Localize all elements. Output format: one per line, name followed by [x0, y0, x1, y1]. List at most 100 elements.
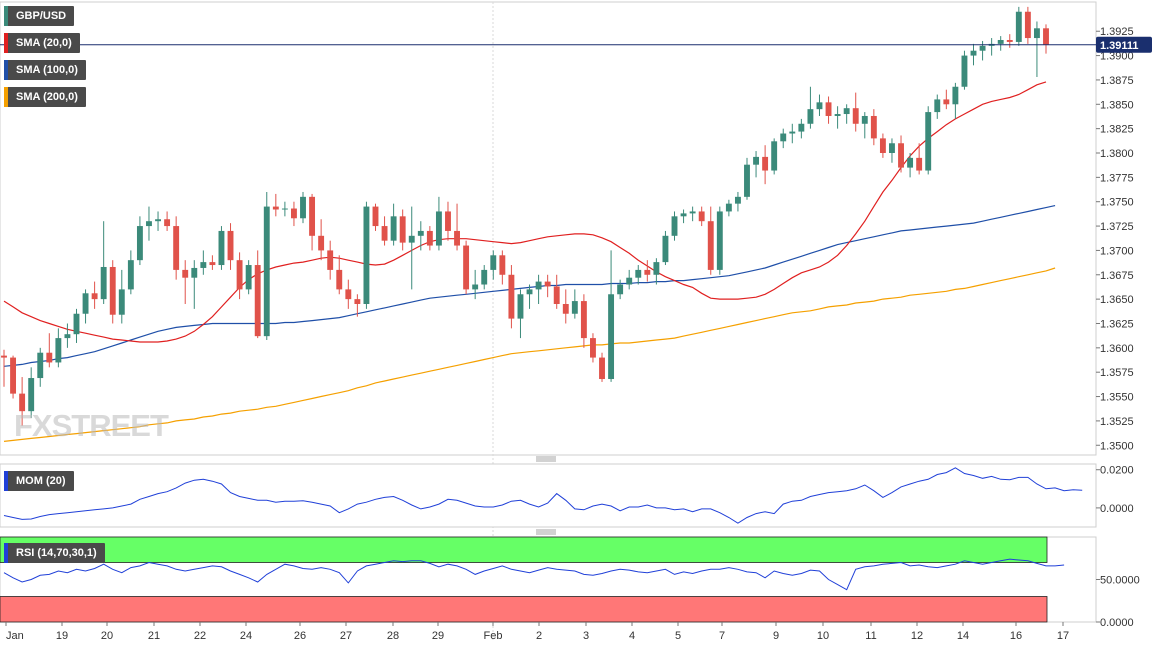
sma200-line	[3, 267, 1056, 442]
candle-body	[363, 206, 370, 304]
candle-body	[544, 281, 551, 287]
candle-body	[825, 102, 832, 116]
candle-body	[336, 269, 343, 290]
candle-body	[1033, 28, 1040, 39]
candle-body	[590, 338, 596, 358]
legend-gbpusd[interactable]: GBP/USD	[4, 6, 75, 26]
price-y-tick-label: 1.3550	[1100, 392, 1134, 404]
candle-body	[970, 50, 977, 56]
candle-body	[508, 274, 515, 319]
candle-body	[263, 206, 270, 337]
candle-body	[725, 203, 732, 212]
candle-body	[653, 262, 660, 275]
candle-body	[1015, 11, 1022, 42]
candle-body	[526, 289, 533, 295]
candle-body	[626, 277, 633, 285]
current-price-label: 1.39111	[1100, 40, 1139, 52]
candle-body	[744, 164, 750, 197]
candle-body	[535, 281, 542, 290]
candle-body	[898, 143, 904, 168]
candle-body	[671, 216, 678, 236]
price-y-tick-label: 1.3800	[1100, 148, 1134, 160]
price-y-tick-label: 1.3850	[1100, 99, 1134, 111]
mom-plot-area	[0, 463, 1097, 528]
legend-sma100[interactable]: SMA (100,0)	[4, 60, 86, 80]
candle-body	[127, 260, 134, 290]
x-tick-label: 14	[957, 630, 969, 642]
panel-dividers[interactable]	[536, 456, 556, 535]
candle-body	[562, 304, 569, 314]
candle-body	[997, 39, 1004, 44]
candle-body	[1006, 39, 1013, 42]
candle-body	[390, 216, 397, 241]
candle-body	[780, 133, 787, 142]
x-tick-label: 26	[294, 630, 306, 642]
x-tick-label: 2	[536, 630, 542, 642]
candle-body	[100, 266, 107, 300]
legend-sma20[interactable]: SMA (20,0)	[4, 33, 80, 53]
price-y-tick-label: 1.3900	[1100, 51, 1134, 63]
legend-color-sma20	[4, 33, 8, 53]
x-tick-label: 10	[817, 630, 829, 642]
candle-body	[571, 301, 578, 314]
candle-body	[136, 226, 143, 261]
candle-body	[1, 355, 7, 358]
candle-body	[28, 378, 35, 412]
price-y-tick-label: 1.3625	[1100, 318, 1134, 330]
candle-body	[91, 293, 98, 300]
candle-body	[852, 108, 859, 124]
candle-body	[517, 294, 524, 319]
candle-body	[635, 269, 642, 278]
candle-body	[426, 230, 433, 246]
candle-body	[454, 230, 460, 246]
legend-rsi[interactable]: RSI (14,70,30,1)	[4, 543, 105, 563]
candle-body	[417, 230, 424, 236]
candle-body	[490, 255, 497, 270]
x-tick-label: 29	[432, 630, 444, 642]
price-y-tick-label: 1.3600	[1100, 343, 1134, 355]
candle-body	[327, 250, 334, 270]
candle-body	[291, 208, 297, 219]
candle-body	[716, 211, 723, 270]
candle-body	[300, 196, 306, 219]
candle-body	[218, 230, 225, 266]
legend-label-sma100: SMA (100,0)	[16, 64, 78, 76]
candle-body	[200, 262, 207, 268]
candle-body	[236, 260, 243, 290]
candle-body	[499, 255, 506, 275]
candle-body	[952, 86, 959, 105]
x-axis: Jan 19 20 21 22 24 26 27 28 29 Feb 2 3 4 5 7 9 10 11 12 14 16…	[5, 622, 1069, 642]
price-y-tick-label: 1.3500	[1100, 440, 1134, 452]
candle-body	[1024, 11, 1031, 39]
candle-body	[354, 299, 361, 304]
rsi-y-tick-label: 50.0000	[1100, 575, 1140, 587]
x-tick-label: 22	[194, 630, 206, 642]
legend-color-rsi	[4, 543, 8, 563]
candle-body	[689, 211, 696, 214]
price-y-tick-label: 1.3525	[1100, 416, 1134, 428]
candle-body	[798, 123, 805, 132]
candle-body	[82, 293, 89, 314]
legend-color-sma100	[4, 60, 8, 80]
x-tick-label: 20	[101, 630, 113, 642]
candle-body	[861, 115, 868, 124]
candle-body	[408, 235, 415, 243]
legend-label-gbpusd: GBP/USD	[16, 10, 67, 22]
legend-color-mom	[4, 471, 8, 491]
legend-mom[interactable]: MOM (20)	[4, 471, 74, 491]
candle-body	[925, 112, 932, 171]
legend-sma200[interactable]: SMA (200,0)	[4, 87, 86, 107]
price-y-tick-label: 1.3675	[1100, 270, 1134, 282]
candle-body	[961, 55, 968, 87]
candle-body	[173, 226, 180, 270]
price-y-tick-label: 1.3775	[1100, 172, 1134, 184]
candle-body	[272, 206, 279, 210]
candle-body	[843, 108, 850, 115]
candle-body	[209, 262, 216, 266]
x-tick-label: 27	[340, 630, 352, 642]
x-tick-label: 17	[1057, 630, 1069, 642]
candle-body	[146, 221, 152, 227]
candle-body	[318, 235, 325, 251]
candle-body	[553, 286, 560, 304]
candle-body	[789, 131, 796, 134]
